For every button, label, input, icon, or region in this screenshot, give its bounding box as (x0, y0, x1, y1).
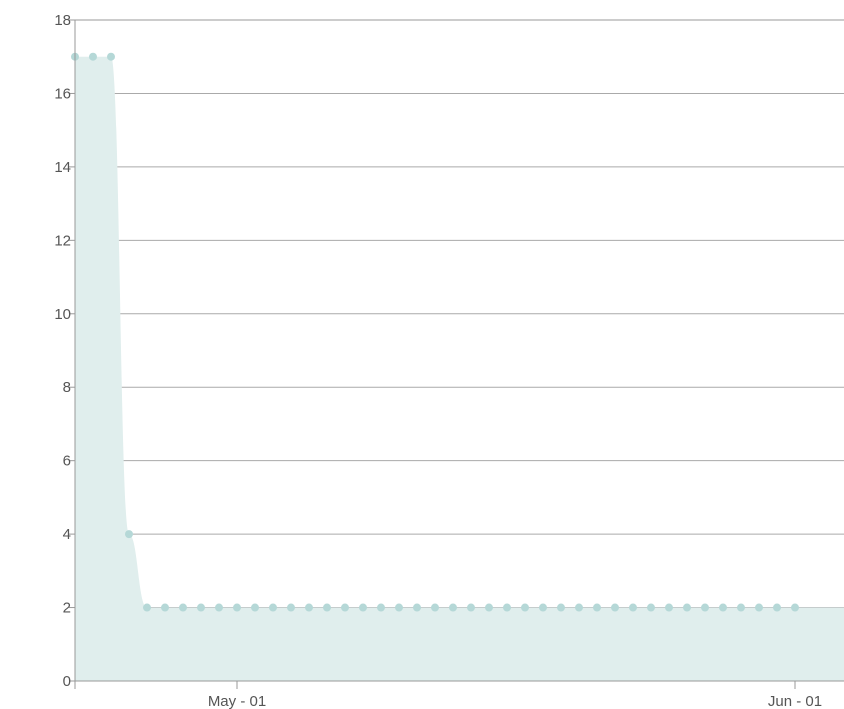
y-tick-label: 6 (63, 453, 71, 470)
data-point (467, 603, 475, 612)
data-point (233, 603, 241, 612)
data-point (287, 603, 295, 612)
y-tick-label: 8 (63, 379, 71, 396)
data-point (269, 603, 277, 612)
data-point (251, 603, 259, 612)
y-tick-label: 4 (63, 526, 71, 543)
data-point (683, 603, 691, 612)
data-point (557, 603, 565, 612)
data-point (611, 603, 619, 612)
data-point (629, 603, 637, 612)
data-point (539, 603, 547, 612)
data-point (737, 603, 745, 612)
series-area (75, 56, 844, 681)
data-point (413, 603, 421, 612)
y-axis-ticks: 0 2 4 6 8 10 12 14 16 18 (54, 12, 75, 690)
data-point (719, 603, 727, 612)
x-tick-label: May - 01 (208, 693, 266, 709)
axes (74, 19, 844, 689)
data-point (377, 603, 385, 612)
data-point (323, 603, 331, 612)
y-tick-label: 16 (54, 85, 71, 102)
data-point (143, 603, 151, 612)
y-tick-label: 18 (54, 12, 71, 29)
data-point (485, 603, 493, 612)
data-point (791, 603, 799, 612)
data-point (593, 603, 601, 612)
gridlines (75, 19, 844, 609)
data-point (125, 530, 133, 539)
y-tick-label: 0 (63, 673, 71, 690)
data-point (359, 603, 367, 612)
data-point (395, 603, 403, 612)
y-tick-label: 12 (54, 232, 71, 249)
data-point (179, 603, 187, 612)
data-point (449, 603, 457, 612)
data-point (107, 52, 115, 61)
data-point (431, 603, 439, 612)
y-tick-label: 2 (63, 600, 71, 617)
data-point (575, 603, 583, 612)
data-point (161, 603, 169, 612)
data-point (89, 52, 97, 61)
data-point (341, 603, 349, 612)
data-points (71, 52, 799, 612)
data-point (521, 603, 529, 612)
data-point (305, 603, 313, 612)
data-point (215, 603, 223, 612)
y-tick-label: 10 (54, 306, 71, 323)
data-point (197, 603, 205, 612)
data-point (773, 603, 781, 612)
data-point (647, 603, 655, 612)
x-tick-label: Jun - 01 (768, 693, 822, 709)
x-axis-ticks: May - 01 Jun - 01 (208, 681, 822, 709)
data-point (701, 603, 709, 612)
data-point (755, 603, 763, 612)
y-tick-label: 14 (54, 159, 71, 176)
data-point (503, 603, 511, 612)
data-point (665, 603, 673, 612)
